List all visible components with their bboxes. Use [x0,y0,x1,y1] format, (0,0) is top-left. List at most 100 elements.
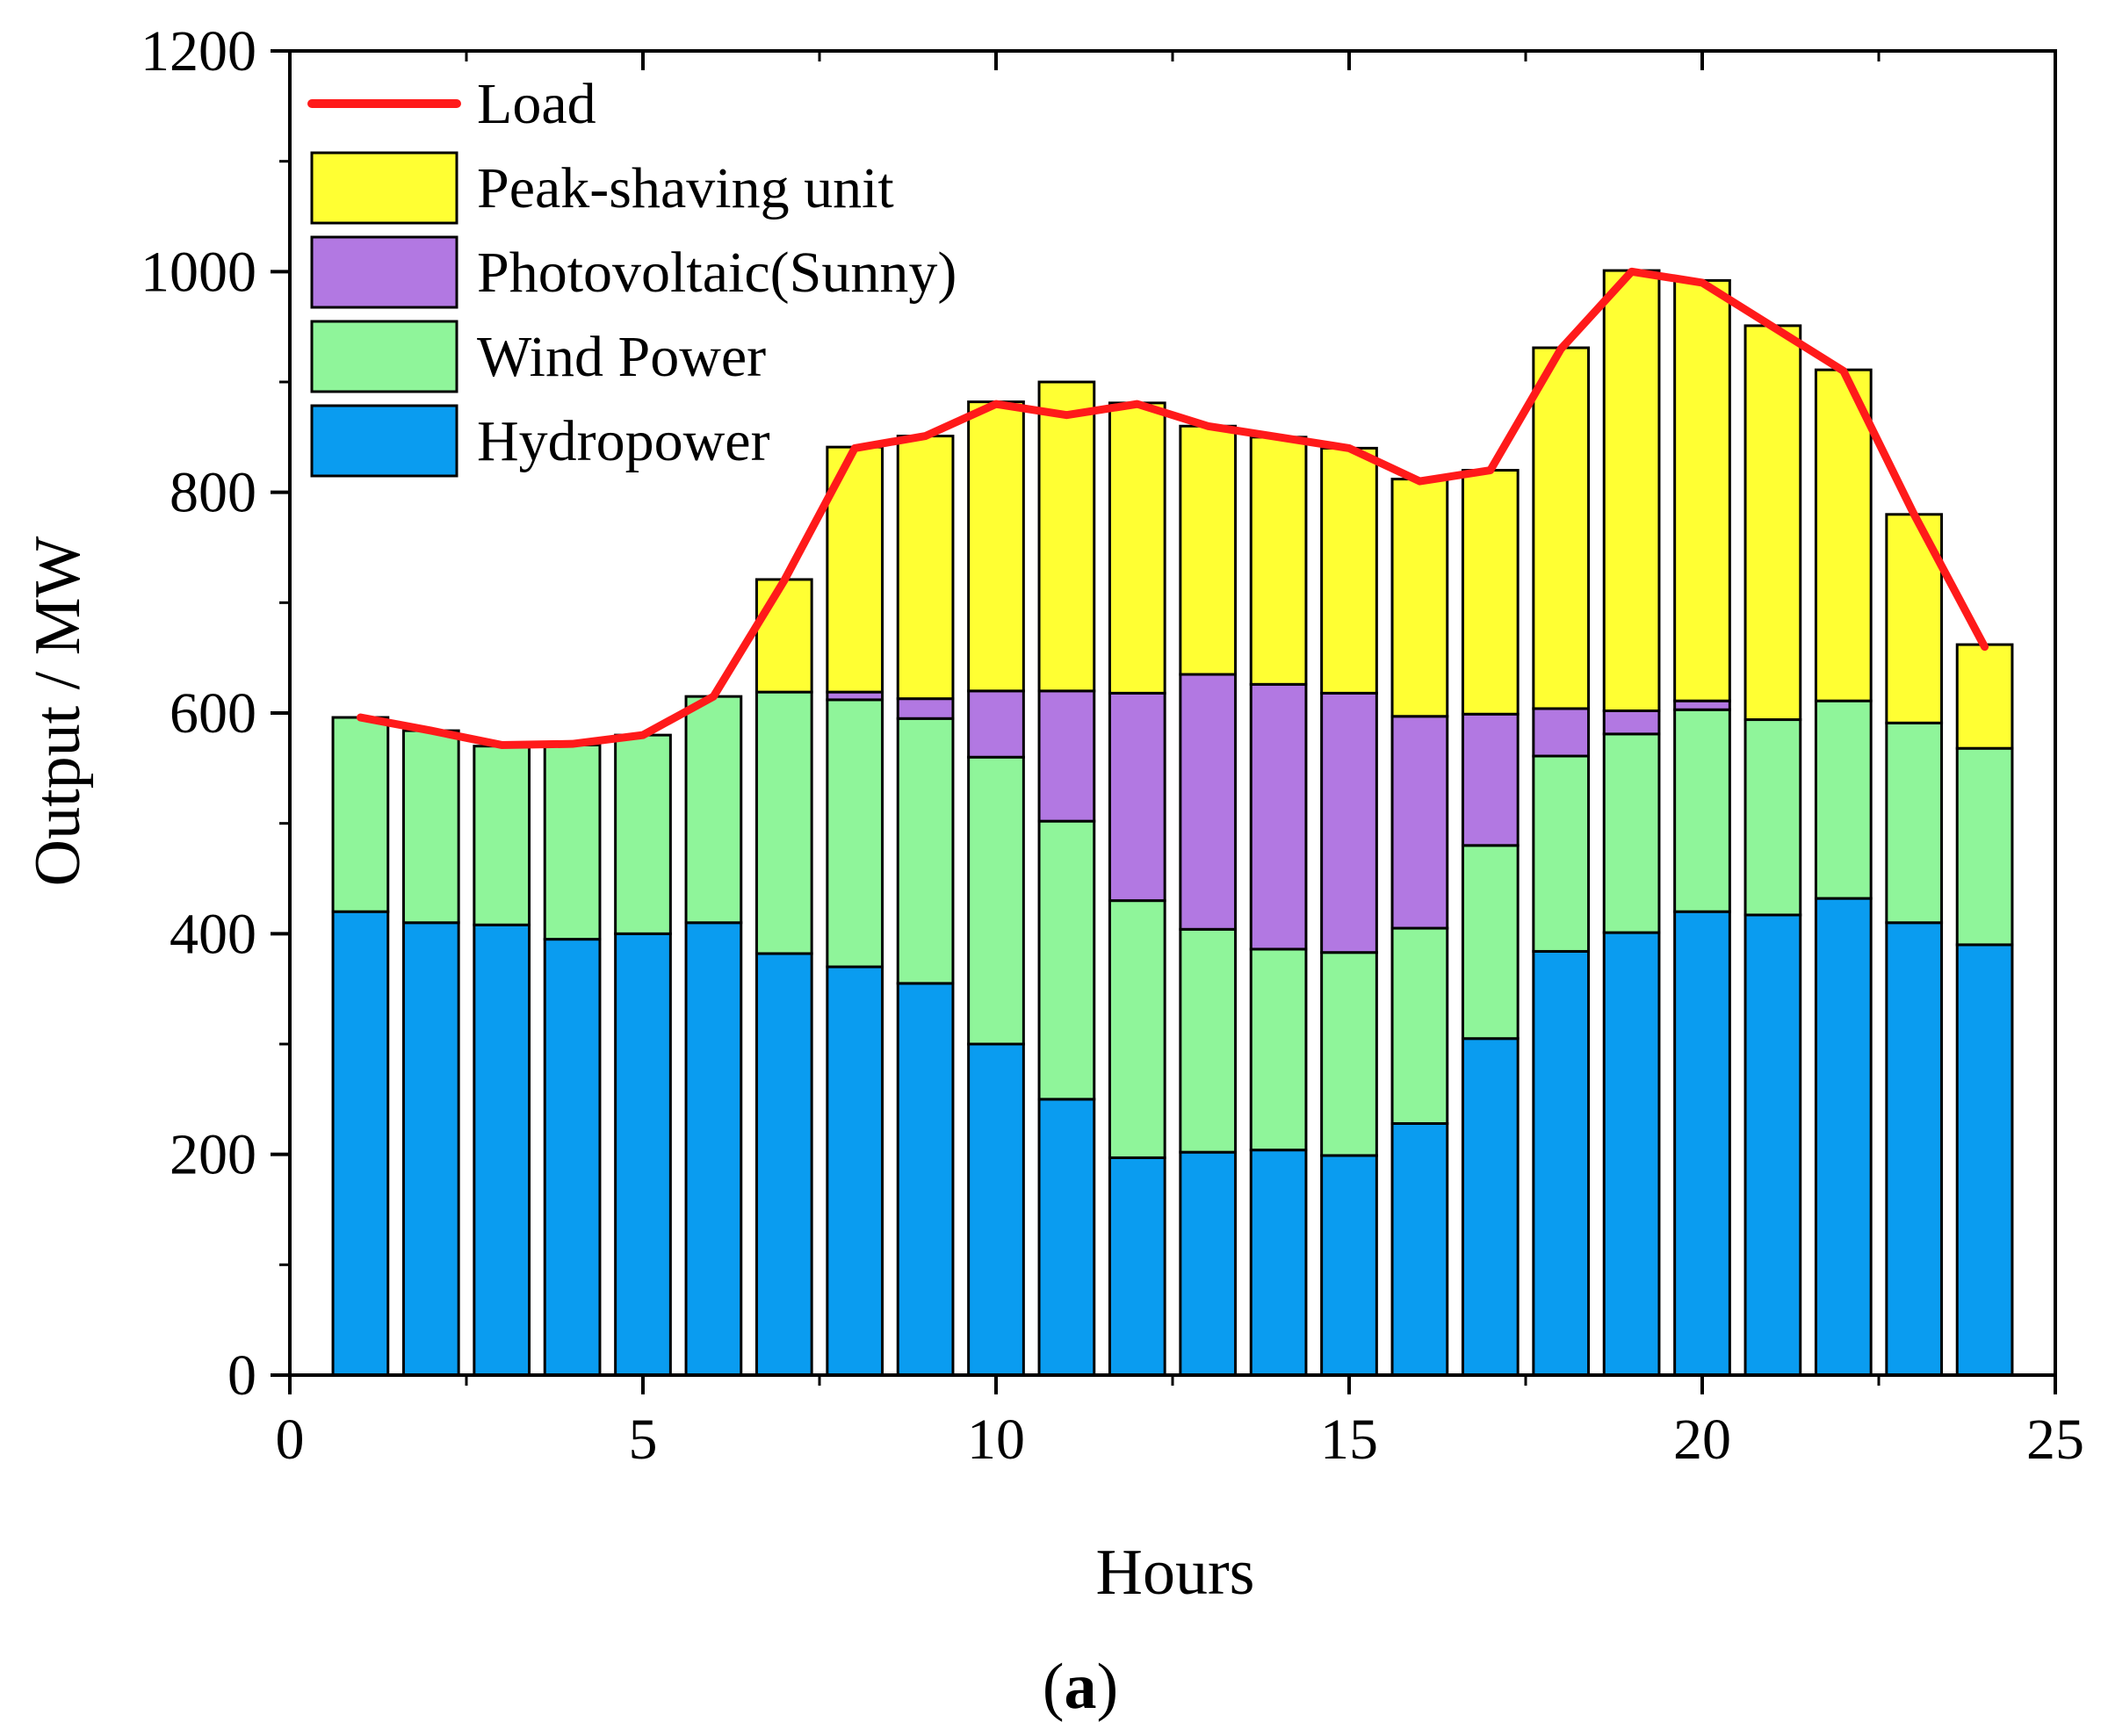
legend-label-hydropower: Hydropower [477,409,770,473]
bar-hydropower-h19 [1602,931,1661,1377]
x-tick-label-5: 5 [629,1408,658,1472]
bar-peak-shaving-unit-h17 [1461,469,1520,716]
bar-hydropower-h2 [401,921,460,1377]
bar-peak-shaving-unit-h10 [967,400,1025,693]
bar-wind-power-h16 [1390,926,1449,1125]
bar-peak-shaving-unit-h11 [1037,380,1096,693]
bar-peak-shaving-unit-h12 [1108,401,1166,695]
x-tick-label-25: 25 [2026,1408,2084,1472]
bars-group [331,269,2014,1377]
bar-peak-shaving-unit-h7 [754,578,813,694]
bar-peak-shaving-unit-h21 [1743,324,1802,722]
bar-wind-power-h10 [967,755,1025,1046]
bar-hydropower-h13 [1179,1150,1238,1377]
bar-photovoltaic-sunny-h14 [1249,682,1308,951]
bar-wind-power-h1 [331,716,390,913]
ticks-group: 0 5 10 15 20 25 0 200 400 600 800 1000 1200 [141,19,2084,1472]
x-axis-title: Hours [1096,1537,1255,1609]
legend-label-peak-shaving-unit: Peak-shaving unit [477,156,894,220]
panel-label-open: ( [1043,1651,1065,1723]
bar-hydropower-h3 [473,923,531,1377]
bar-photovoltaic-sunny-h12 [1108,691,1166,903]
bar-hydropower-h18 [1532,949,1591,1377]
bar-hydropower-h22 [1814,897,1873,1377]
legend-swatch-wind-power [310,320,458,393]
y-tick-label-1000: 1000 [141,240,256,304]
bar-wind-power-h19 [1602,732,1661,934]
load-line [356,267,1989,749]
bar-peak-shaving-unit-h18 [1532,346,1591,710]
bar-hydropower-h20 [1673,910,1731,1377]
bar-wind-power-h5 [614,733,672,935]
bar-wind-power-h21 [1743,718,1802,917]
bar-photovoltaic-sunny-h17 [1461,712,1520,847]
bar-peak-shaving-unit-h14 [1249,436,1308,686]
x-tick-label-15: 15 [1320,1408,1378,1472]
bar-wind-power-h23 [1885,721,1944,925]
bar-peak-shaving-unit-h9 [896,435,955,701]
bar-hydropower-h17 [1461,1037,1520,1377]
bar-wind-power-h3 [473,745,531,926]
bar-wind-power-h22 [1814,699,1873,900]
bar-wind-power-h11 [1037,819,1096,1101]
bar-photovoltaic-sunny-h10 [967,689,1025,759]
bar-hydropower-h11 [1037,1098,1096,1377]
bar-peak-shaving-unit-h16 [1390,478,1449,718]
x-tick-label-20: 20 [1673,1408,1731,1472]
load-line-group [356,267,1989,749]
bar-hydropower-h12 [1108,1156,1166,1377]
legend-label-load: Load [477,72,596,136]
panel-label-letter: a [1065,1651,1097,1723]
bar-peak-shaving-unit-h20 [1673,278,1731,702]
bar-wind-power-h12 [1108,899,1166,1159]
bar-wind-power-h20 [1673,708,1731,913]
legend-swatch-photovoltaic-sunny [310,235,458,309]
legend-label-wind-power: Wind Power [477,325,766,389]
bar-hydropower-h4 [543,938,602,1377]
bar-photovoltaic-sunny-h11 [1037,689,1096,823]
bar-wind-power-h17 [1461,844,1520,1041]
bar-wind-power-h8 [826,698,884,969]
y-tick-label-400: 400 [170,902,256,966]
bar-hydropower-h14 [1249,1149,1308,1377]
bar-hydropower-h8 [826,965,884,1377]
bar-wind-power-h15 [1320,951,1378,1157]
bar-hydropower-h1 [331,910,390,1377]
y-tick-label-200: 200 [170,1123,256,1187]
bar-peak-shaving-unit-h19 [1602,269,1661,712]
bar-wind-power-h18 [1532,754,1591,953]
bar-wind-power-h4 [543,743,602,941]
y-tick-label-800: 800 [170,461,256,525]
y-axis-title: Output / MW [22,536,94,886]
bar-photovoltaic-sunny-h13 [1179,673,1238,931]
bar-photovoltaic-sunny-h18 [1532,707,1591,758]
y-tick-label-600: 600 [170,681,256,746]
bar-hydropower-h21 [1743,913,1802,1377]
bar-photovoltaic-sunny-h15 [1320,691,1378,954]
bar-wind-power-h13 [1179,927,1238,1154]
y-tick-label-0: 0 [227,1343,256,1408]
legend-label-photovoltaic-sunny: Photovoltaic(Sunny) [477,241,957,305]
bar-wind-power-h14 [1249,947,1308,1152]
bar-hydropower-h16 [1390,1121,1449,1377]
bar-peak-shaving-unit-h24 [1955,643,2014,750]
panel-label-close: ) [1097,1651,1119,1723]
bar-photovoltaic-sunny-h16 [1390,715,1449,930]
bar-wind-power-h24 [1955,746,2014,947]
bar-wind-power-h7 [754,690,813,955]
bar-hydropower-h15 [1320,1154,1378,1377]
bar-wind-power-h2 [401,729,460,925]
bar-hydropower-h6 [684,921,743,1377]
legend-swatch-hydropower [310,404,458,478]
x-tick-label-10: 10 [967,1408,1025,1472]
legend-swatch-peak-shaving-unit [310,151,458,225]
bar-hydropower-h10 [967,1042,1025,1377]
bar-hydropower-h5 [614,932,672,1377]
bar-wind-power-h6 [684,695,743,925]
bar-photovoltaic-sunny-h9 [896,697,955,720]
bar-peak-shaving-unit-h13 [1179,424,1238,676]
bar-hydropower-h9 [896,982,955,1377]
bar-wind-power-h9 [896,717,955,985]
x-tick-label-0: 0 [276,1408,305,1472]
